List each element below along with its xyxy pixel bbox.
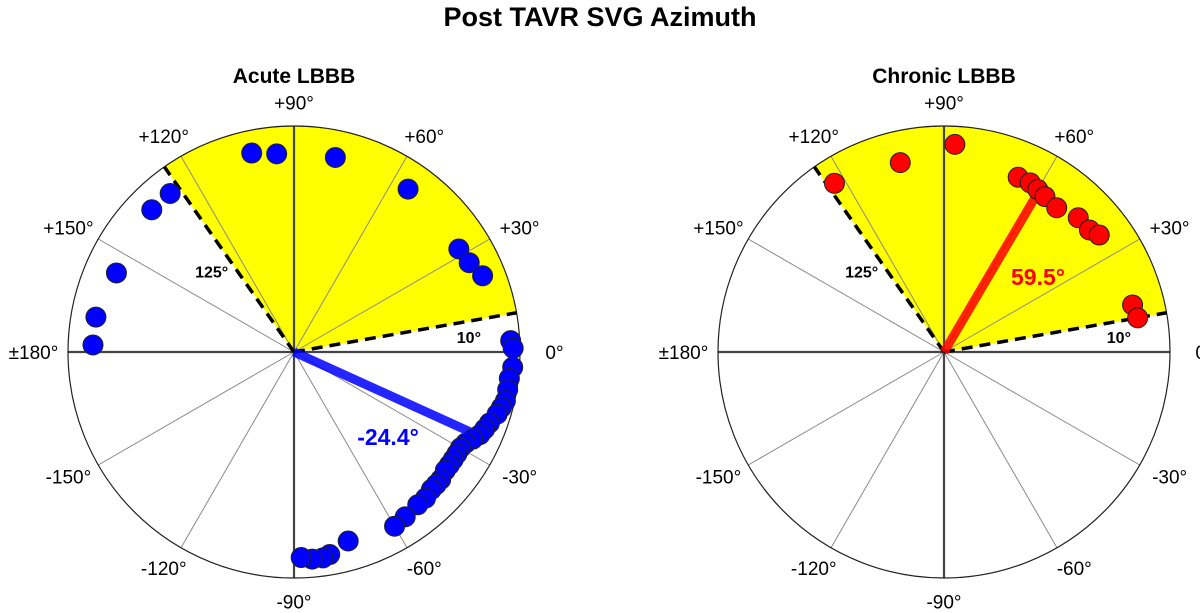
acute-angle-label: +60°: [404, 127, 444, 148]
acute-data-point: [105, 262, 127, 284]
acute-data-point: [141, 199, 163, 221]
acute-angle-label: +120°: [139, 127, 189, 148]
chronic-data-point: [1088, 224, 1110, 246]
chronic-spoke: [943, 351, 1140, 466]
acute-data-point: [337, 530, 359, 552]
acute-data-point: [290, 547, 312, 569]
acute-angle-label: -90°: [276, 592, 311, 613]
chronic-angle-label: -150°: [696, 468, 742, 489]
chronic-shaded-sector: [814, 125, 1167, 352]
chronic-spoke: [830, 156, 945, 353]
acute-spoke: [293, 156, 408, 353]
acute-angle-label: -150°: [46, 468, 92, 489]
acute-angle-label: -60°: [407, 559, 442, 580]
chronic-data-point: [823, 172, 845, 194]
acute-angle-label: -120°: [141, 559, 187, 580]
chronic-data-point: [1046, 197, 1068, 219]
chronic-spoke: [748, 238, 945, 353]
acute-sector-bound-line: [162, 165, 296, 354]
chronic-angle-label: -60°: [1057, 559, 1092, 580]
acute-angle-label: +90°: [274, 94, 314, 115]
chronic-data-point: [889, 152, 911, 174]
chronic-data-point: [1127, 307, 1149, 329]
figure-title: Post TAVR SVG Azimuth: [443, 2, 757, 32]
chronic-data-point: [944, 133, 966, 155]
chronic-angle-label: -120°: [791, 559, 837, 580]
acute-spoke: [98, 351, 295, 466]
acute-data-point: [266, 143, 288, 165]
acute-data-point: [241, 142, 263, 164]
acute-data-point: [502, 337, 524, 359]
chronic-angle-label: ±180°: [659, 343, 709, 364]
chronic-angle-label: 0°: [1195, 343, 1200, 364]
acute-angle-label: -30°: [502, 468, 537, 489]
chronic-spoke: [943, 238, 1140, 353]
chronic-spoke: [830, 351, 945, 548]
chronic-spoke: [943, 351, 1058, 548]
chronic-chart-title: Chronic LBBB: [872, 65, 1016, 88]
acute-data-point: [85, 306, 107, 328]
acute-data-point: [159, 182, 181, 204]
chronic-mean-label: 59.5°: [1011, 264, 1065, 290]
chronic-angle-label: +150°: [693, 218, 743, 239]
acute-data-point: [472, 265, 494, 287]
chronic-angle-label: -90°: [926, 592, 961, 613]
acute-spoke: [180, 156, 295, 353]
chronic-mean-vector: [940, 186, 1045, 355]
chronic-sector-bound-line: [812, 165, 946, 354]
chronic-sector-bound-label: 125°: [845, 264, 878, 281]
acute-spoke: [293, 351, 408, 548]
chronic-spoke: [748, 351, 945, 466]
acute-chart-title: Acute LBBB: [233, 65, 356, 88]
chronic-sector-bound-label: 10°: [1107, 330, 1131, 347]
acute-spoke: [98, 238, 295, 353]
acute-mean-vector: [292, 347, 482, 441]
acute-spoke: [180, 351, 295, 548]
acute-data-point: [82, 334, 104, 356]
acute-mean-label: -24.4°: [357, 424, 419, 450]
acute-angle-label: +150°: [43, 218, 93, 239]
acute-sector-bound-label: 125°: [195, 264, 228, 281]
acute-shaded-sector: [164, 126, 517, 352]
chronic-angle-label: +30°: [1150, 218, 1190, 239]
chronic-angle-label: +120°: [789, 127, 839, 148]
chronic-angle-label: +60°: [1054, 127, 1094, 148]
chronic-angle-label: -30°: [1152, 468, 1187, 489]
acute-data-point: [397, 178, 419, 200]
acute-angle-label: ±180°: [9, 343, 59, 364]
acute-sector-bound-line: [293, 311, 517, 354]
acute-sector-bound-label: 10°: [457, 330, 481, 347]
chronic-angle-label: +90°: [924, 94, 964, 115]
acute-angle-label: +30°: [500, 218, 540, 239]
acute-data-point: [384, 515, 406, 537]
acute-data-point: [324, 146, 346, 168]
acute-angle-label: 0°: [545, 343, 563, 364]
chronic-outer-circle: [717, 125, 1171, 579]
acute-data-point: [458, 252, 480, 274]
